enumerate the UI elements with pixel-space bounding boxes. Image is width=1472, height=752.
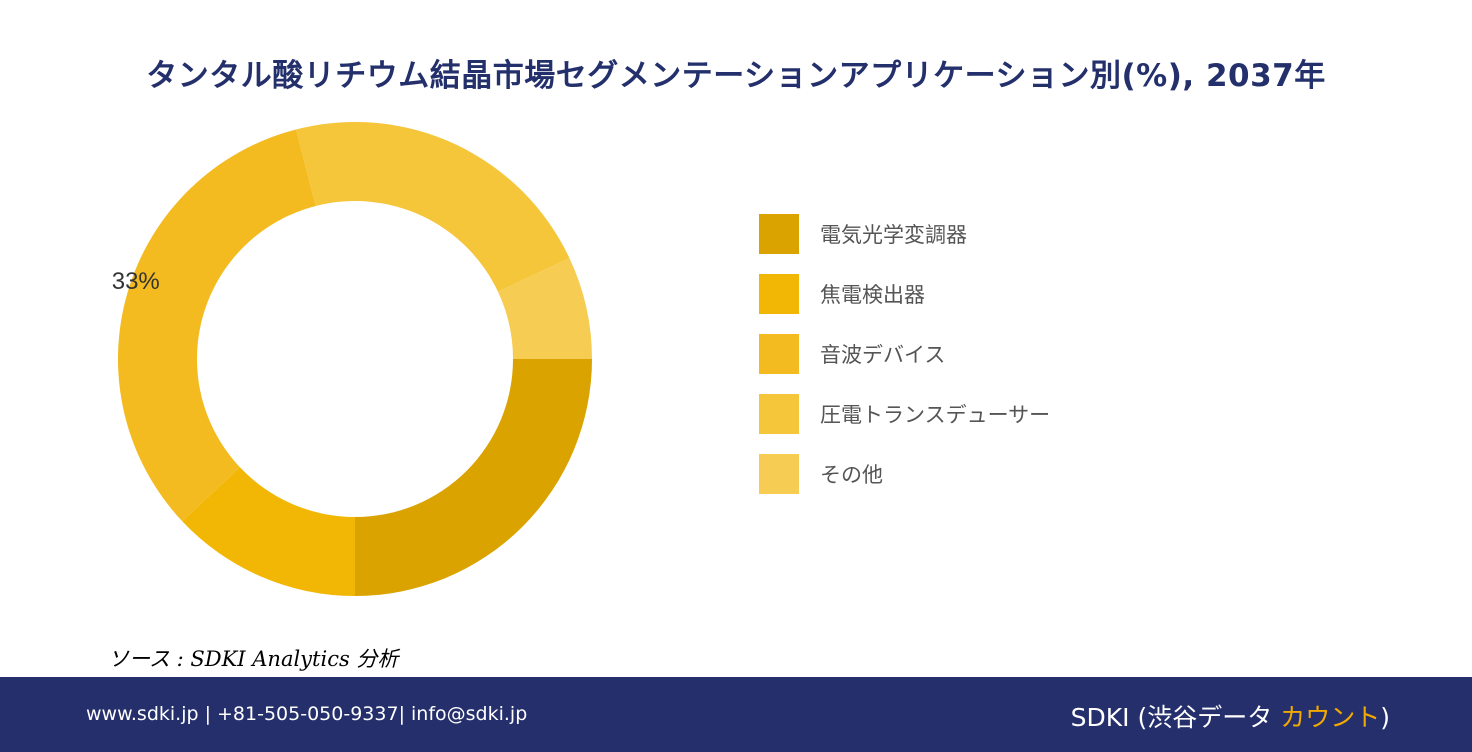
donut-slice-3 bbox=[117, 129, 316, 522]
legend-swatch bbox=[759, 334, 799, 374]
legend-swatch bbox=[759, 454, 799, 494]
slice-data-label: 33% bbox=[112, 268, 160, 295]
legend-item: 圧電トランスデューサー bbox=[759, 394, 1050, 434]
chart-legend: 電気光学変調器 焦電検出器音波デバイス圧電トランスデューサー その他 bbox=[759, 214, 1050, 514]
legend-label: 音波デバイス bbox=[820, 343, 946, 367]
donut-slice-1 bbox=[355, 359, 592, 596]
footer-bar: www.sdki.jp | +81-505-050-9337| info@sdk… bbox=[0, 677, 1472, 752]
legend-item: その他 bbox=[759, 454, 1050, 494]
legend-item: 電気光学変調器 bbox=[759, 214, 1050, 254]
legend-item: 焦電検出器 bbox=[759, 274, 1050, 314]
legend-label: 焦電検出器 bbox=[820, 283, 925, 307]
legend-swatch bbox=[759, 274, 799, 314]
source-note: ソース : SDKI Analytics 分析 bbox=[108, 647, 399, 671]
legend-swatch bbox=[759, 394, 799, 434]
legend-label: 電気光学変調器 bbox=[820, 223, 967, 247]
brand-logo: SDKI (渋谷データ カウント) bbox=[1071, 698, 1390, 734]
legend-swatch bbox=[759, 214, 799, 254]
brand-prefix: SDKI (渋谷データ bbox=[1070, 703, 1281, 732]
contact-info: www.sdki.jp | +81-505-050-9337| info@sdk… bbox=[86, 703, 528, 725]
legend-item: 音波デバイス bbox=[759, 334, 1050, 374]
legend-label: 圧電トランスデューサー bbox=[820, 403, 1051, 427]
chart-title: タンタル酸リチウム結晶市場セグメンテーションアプリケーション別(%), 2037… bbox=[146, 58, 1326, 94]
brand-accent: カウント bbox=[1280, 703, 1381, 732]
donut-slice-2 bbox=[182, 467, 355, 596]
donut-slice-5 bbox=[497, 258, 592, 359]
donut-chart: 33% bbox=[112, 121, 592, 596]
legend-label: その他 bbox=[820, 463, 883, 487]
donut-slice-4 bbox=[296, 121, 570, 292]
brand-suffix: ) bbox=[1380, 703, 1390, 732]
